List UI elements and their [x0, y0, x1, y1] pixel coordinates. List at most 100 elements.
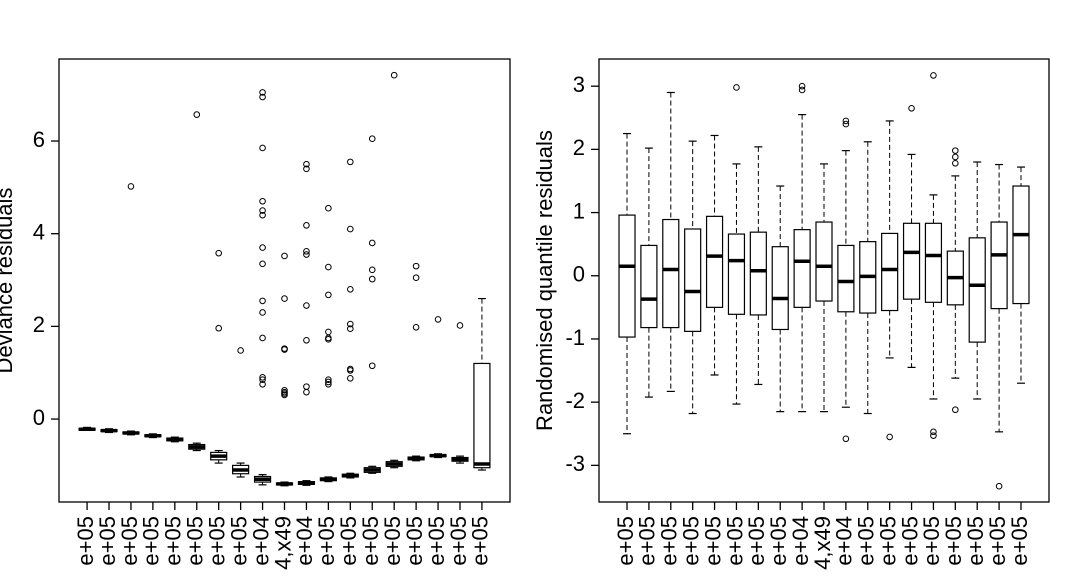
outlier [886, 433, 893, 441]
box [473, 362, 491, 469]
x-tick-label: e+05 [854, 516, 879, 566]
x-tick-label: e+05 [161, 516, 186, 566]
outlier [303, 388, 310, 396]
outlier [325, 291, 332, 299]
box [1012, 185, 1030, 305]
x-tick-label: e+05 [700, 516, 725, 566]
x-tick-label: e+05 [657, 516, 682, 566]
y-axis-label: Randomised quantile residuals [532, 130, 557, 431]
y-tick-label: 2 [573, 135, 585, 160]
outlier [347, 225, 354, 233]
outlier [325, 336, 332, 343]
outlier [412, 274, 420, 282]
outlier [325, 380, 332, 388]
outlier [259, 376, 266, 383]
box [793, 229, 811, 308]
outlier [995, 482, 1003, 490]
outlier [325, 378, 332, 386]
outlier [303, 336, 310, 344]
outlier [259, 334, 266, 342]
y-axis-label: Deviance residuals [0, 188, 17, 374]
outlier [842, 117, 850, 125]
y-tick-label: 3 [573, 72, 585, 97]
x-tick-label: e+05 [919, 516, 944, 566]
y-tick-label: 6 [33, 127, 45, 152]
outlier [303, 302, 310, 309]
outlier [303, 222, 310, 229]
y-tick-label: -1 [565, 325, 585, 350]
outlier [193, 111, 201, 118]
outlier [259, 260, 266, 268]
outlier [259, 93, 266, 101]
outlier [325, 204, 332, 212]
outlier [259, 144, 266, 152]
outlier [259, 374, 266, 381]
x-tick-label: e+05 [985, 516, 1010, 566]
x-tick-label: e+05 [1007, 516, 1032, 566]
outlier [368, 135, 376, 143]
outlier [325, 328, 332, 336]
panel: -3 -2 -1 0 1 2 3 Randomised quantile residuals e… [532, 58, 1050, 570]
box [662, 218, 680, 329]
outlier [908, 104, 915, 112]
y-tick-label: 4 [33, 220, 45, 245]
outlier [303, 383, 310, 390]
outlier [259, 244, 266, 251]
outlier [412, 262, 420, 270]
x-tick-label: e+05 [766, 516, 791, 566]
x-tick-label: e+05 [358, 516, 383, 566]
x-tick-label: e+04 [248, 516, 273, 566]
outlier [281, 346, 288, 353]
box [684, 228, 702, 332]
outlier [281, 252, 288, 260]
x-tick-label: e+05 [95, 516, 120, 566]
box [618, 214, 636, 338]
outlier [842, 120, 850, 128]
x-tick-label: e+05 [402, 516, 427, 566]
plot-frame [58, 58, 511, 503]
outlier [368, 275, 376, 283]
outlier [412, 324, 420, 331]
outlier [303, 248, 310, 255]
x-tick-label: e+05 [424, 516, 449, 566]
outlier [259, 211, 266, 219]
x-tick-label: 4,x49 [810, 516, 835, 570]
outlier [930, 432, 937, 439]
x-tick-label: e+05 [722, 516, 747, 566]
outlier [952, 159, 959, 167]
outlier [347, 367, 354, 374]
x-tick-label: e+05 [73, 516, 98, 566]
box [990, 221, 1008, 310]
outlier [259, 297, 266, 305]
x-tick-label: e+05 [380, 516, 405, 566]
outlier [259, 380, 266, 388]
outlier [347, 374, 354, 382]
outlier [325, 263, 332, 271]
outlier [303, 160, 310, 168]
box [705, 215, 724, 308]
x-tick-label: e+05 [963, 516, 988, 566]
outlier [303, 165, 310, 173]
box [640, 244, 658, 329]
outlier [930, 72, 937, 79]
outlier [215, 249, 222, 257]
outlier [281, 391, 288, 399]
outlier [127, 183, 135, 190]
x-tick-label: e+05 [635, 516, 660, 566]
outlier [237, 347, 244, 354]
box [968, 237, 986, 343]
x-tick-label: e+05 [117, 516, 142, 566]
x-tick-label: e+05 [941, 516, 966, 566]
outlier [325, 376, 332, 383]
outlier [281, 295, 288, 302]
x-tick-label: e+05 [446, 516, 471, 566]
outlier [798, 86, 806, 94]
outlier [390, 71, 398, 79]
outlier [259, 207, 266, 214]
outlier [842, 435, 850, 443]
box [902, 222, 921, 300]
x-tick-label: e+05 [139, 516, 164, 566]
x-tick-label: e+05 [744, 516, 769, 566]
y-tick-label: 0 [33, 405, 45, 430]
